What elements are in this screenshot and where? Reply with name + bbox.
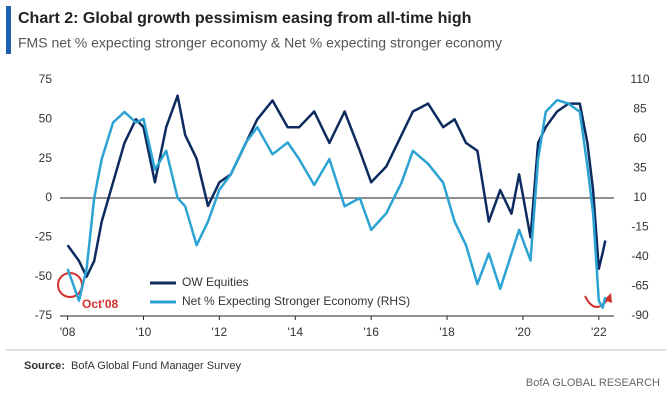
x-tick-label: '22	[591, 325, 607, 339]
title-bar	[6, 6, 11, 54]
y2-tick-label: -65	[631, 279, 649, 293]
y-tick-label: 0	[45, 190, 52, 204]
series-line	[66, 94, 607, 278]
chart-title: Chart 2: Global growth pessimism easing …	[18, 10, 471, 27]
y-tick-label: -50	[35, 269, 53, 283]
y2-tick-label: 110	[630, 72, 649, 86]
y-tick-label: 75	[39, 72, 53, 86]
y2-tick-label: -40	[631, 249, 649, 263]
y-tick-label: 25	[39, 151, 53, 165]
y2-tick-label: -90	[631, 308, 649, 322]
chart-subtitle: FMS net % expecting stronger economy & N…	[18, 35, 502, 51]
series-line	[66, 98, 607, 309]
y-tick-label: -25	[35, 230, 53, 244]
x-tick-label: '10	[136, 325, 152, 339]
annotation: Oct'08	[82, 297, 119, 311]
y-tick-label: 50	[39, 112, 53, 126]
y2-tick-label: 85	[633, 102, 647, 116]
x-tick-label: '16	[363, 325, 379, 339]
x-tick-label: '20	[515, 325, 531, 339]
y2-tick-label: 10	[633, 190, 647, 204]
x-tick-label: '12	[212, 325, 228, 339]
y2-tick-label: -15	[631, 220, 649, 234]
legend-label: Net % Expecting Stronger Economy (RHS)	[182, 294, 410, 308]
source: BofA Global Fund Manager Survey	[71, 360, 241, 372]
x-tick-label: '18	[439, 325, 455, 339]
legend-label: OW Equities	[182, 275, 249, 289]
y2-tick-label: 35	[633, 161, 647, 175]
x-tick-label: '08	[60, 325, 76, 339]
arrow-head	[604, 293, 612, 303]
x-tick-label: '14	[287, 325, 303, 339]
brand: BofA GLOBAL RESEARCH	[526, 377, 660, 389]
y2-tick-label: 60	[633, 131, 647, 145]
y-tick-label: -75	[35, 308, 53, 322]
source-label: Source:	[24, 360, 65, 372]
